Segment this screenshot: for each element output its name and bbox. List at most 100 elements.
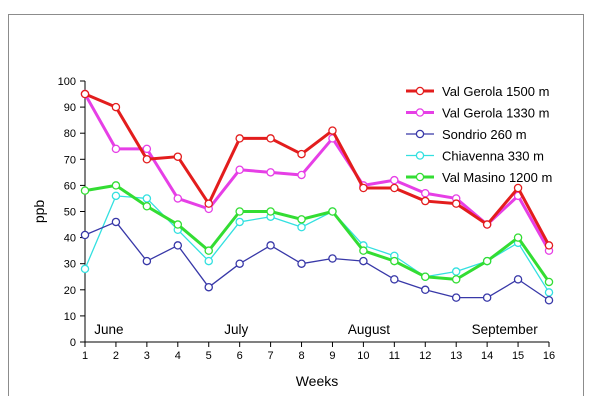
data-point bbox=[173, 220, 183, 229]
series-0 bbox=[80, 89, 554, 250]
legend-label: Chiavenna 330 m bbox=[442, 149, 544, 164]
data-point bbox=[421, 196, 430, 206]
data-point bbox=[544, 277, 554, 287]
data-point bbox=[235, 165, 244, 174]
data-point bbox=[451, 199, 461, 208]
data-point bbox=[80, 264, 90, 274]
data-point bbox=[328, 126, 337, 135]
data-point bbox=[421, 188, 430, 198]
data-point bbox=[544, 295, 554, 305]
data-point bbox=[482, 256, 492, 266]
y-axis-title: ppb bbox=[31, 200, 47, 224]
data-point bbox=[359, 246, 368, 255]
y-tick-label: 40 bbox=[64, 233, 76, 245]
legend-label: Sondrio 260 m bbox=[442, 127, 527, 142]
data-point bbox=[111, 191, 121, 201]
data-point bbox=[266, 241, 275, 250]
data-point bbox=[297, 259, 306, 268]
data-point bbox=[390, 256, 399, 266]
data-point bbox=[142, 202, 152, 211]
x-tick-label: 11 bbox=[389, 350, 400, 362]
data-point bbox=[513, 233, 523, 242]
data-point bbox=[173, 194, 183, 203]
series-2 bbox=[80, 217, 554, 305]
x-tick-label: 1 bbox=[82, 350, 88, 362]
chart-frame bbox=[8, 14, 584, 396]
data-point bbox=[297, 215, 306, 224]
month-label: September bbox=[472, 322, 539, 337]
data-point bbox=[142, 194, 152, 203]
series-line bbox=[83, 93, 551, 252]
x-tick-label: 13 bbox=[450, 350, 462, 362]
data-point bbox=[142, 256, 152, 266]
month-label: August bbox=[348, 322, 390, 337]
y-tick-label: 60 bbox=[64, 180, 76, 192]
x-tick-label: 10 bbox=[357, 350, 369, 362]
x-tick-label: 9 bbox=[329, 350, 335, 362]
y-tick-label: 30 bbox=[64, 259, 76, 271]
data-point bbox=[390, 175, 399, 185]
series-4 bbox=[80, 181, 554, 287]
data-point bbox=[544, 241, 554, 250]
data-point bbox=[266, 207, 275, 216]
data-point bbox=[390, 183, 399, 193]
y-tick-label: 0 bbox=[70, 337, 76, 349]
series-layer bbox=[80, 89, 554, 305]
data-point bbox=[111, 144, 121, 154]
x-tick-label: 3 bbox=[144, 350, 150, 362]
y-tick-label: 90 bbox=[64, 102, 76, 114]
data-point bbox=[297, 149, 306, 159]
legend-item: Val Masino 1200 m bbox=[406, 170, 552, 185]
data-point bbox=[328, 254, 337, 263]
x-tick-label: 12 bbox=[419, 350, 431, 362]
data-point bbox=[235, 259, 244, 268]
data-point bbox=[142, 144, 152, 154]
x-tick-label: 14 bbox=[481, 350, 493, 362]
month-labels: June July August September bbox=[94, 322, 538, 337]
legend-item: Chiavenna 330 m bbox=[406, 149, 544, 164]
data-point bbox=[204, 246, 213, 255]
y-tick-label: 80 bbox=[64, 128, 76, 140]
y-tick-label: 70 bbox=[64, 154, 76, 166]
month-label: June bbox=[94, 322, 123, 337]
data-point bbox=[482, 220, 492, 229]
series-line bbox=[84, 221, 550, 301]
legend-label: Val Gerola 1500 m bbox=[442, 84, 549, 99]
x-tick-label: 8 bbox=[298, 350, 304, 362]
data-point bbox=[111, 102, 121, 112]
y-tick-label: 10 bbox=[64, 311, 76, 323]
y-tick-label: 20 bbox=[64, 285, 76, 297]
x-tick-label: 16 bbox=[543, 350, 555, 362]
data-point bbox=[266, 168, 275, 177]
series-line bbox=[84, 92, 551, 247]
legend-marker bbox=[415, 151, 425, 160]
x-axis-title: Weeks bbox=[296, 373, 339, 389]
data-point bbox=[235, 207, 244, 216]
legend-label: Val Masino 1200 m bbox=[442, 170, 552, 185]
x-tick-label: 15 bbox=[512, 350, 524, 362]
legend-item: Val Gerola 1500 m bbox=[406, 84, 549, 99]
data-point bbox=[451, 267, 461, 276]
x-tick-label: 7 bbox=[268, 350, 274, 362]
series-line bbox=[84, 183, 551, 283]
data-point bbox=[359, 256, 368, 266]
data-point bbox=[359, 183, 368, 193]
x-tick-label: 5 bbox=[206, 350, 212, 362]
data-point bbox=[390, 275, 399, 284]
legend-label: Val Gerola 1330 m bbox=[442, 106, 549, 121]
legend-item: Val Gerola 1330 m bbox=[406, 106, 549, 121]
data-point bbox=[204, 199, 213, 208]
x-tick-label: 2 bbox=[113, 350, 119, 362]
data-point bbox=[173, 152, 183, 161]
data-point bbox=[451, 275, 461, 284]
data-point bbox=[297, 170, 306, 180]
data-point bbox=[451, 293, 461, 302]
data-point bbox=[204, 282, 213, 292]
data-point bbox=[328, 207, 337, 216]
data-point bbox=[111, 217, 121, 227]
y-tick-label: 50 bbox=[64, 207, 76, 219]
data-point bbox=[482, 293, 492, 302]
legend-marker bbox=[415, 172, 425, 182]
data-point bbox=[80, 89, 90, 99]
